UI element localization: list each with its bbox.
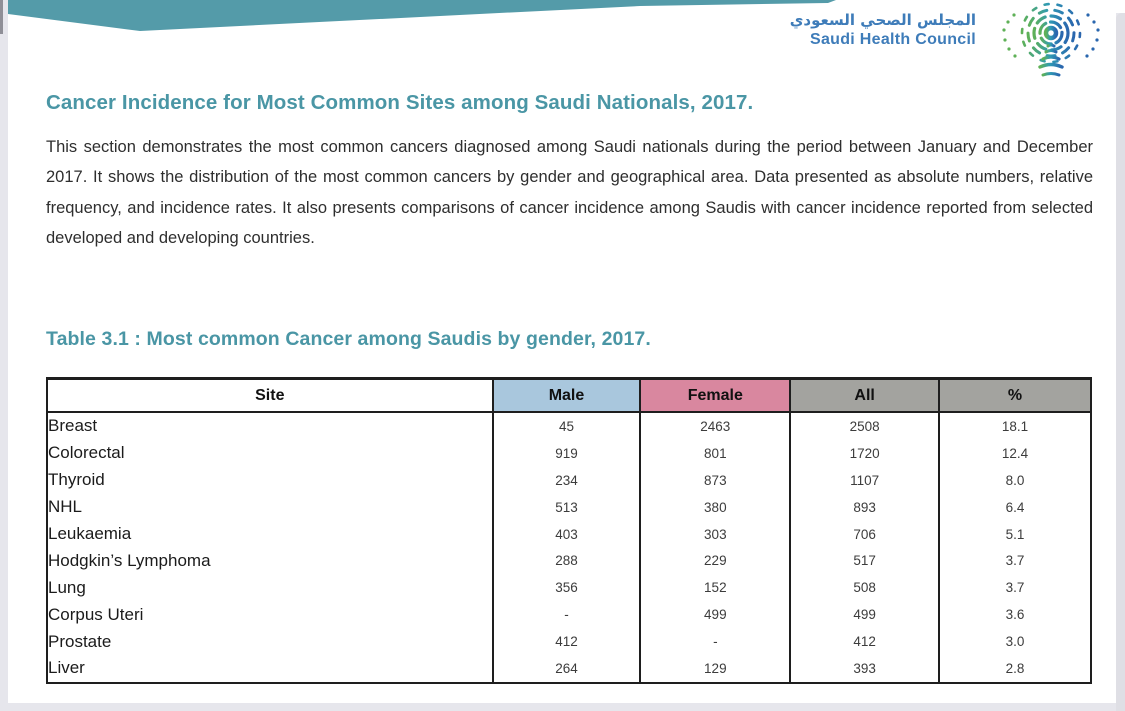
female-cell: 129 — [639, 655, 792, 683]
percent-cell: 3.7 — [938, 574, 1092, 602]
all-cell: 706 — [789, 520, 941, 548]
percent-cell: 3.0 — [938, 628, 1092, 656]
male-cell: 45 — [491, 412, 642, 440]
table-row: Hodgkin’s Lymphoma 288 229 517 3.7 — [46, 547, 1092, 575]
section-heading: Cancer Incidence for Most Common Sites a… — [46, 91, 754, 114]
all-cell: 1720 — [789, 439, 941, 467]
site-cell: Lung — [46, 574, 494, 602]
site-cell: Colorectal — [46, 439, 494, 467]
site-cell: Corpus Uteri — [46, 601, 494, 629]
male-cell: 919 — [491, 439, 642, 467]
all-cell: 508 — [789, 574, 941, 602]
percent-cell: 12.4 — [938, 439, 1092, 467]
table-body: Breast 45 2463 2508 18.1 Colorectal 919 801 1720… — [46, 412, 1092, 683]
male-cell: 234 — [491, 466, 642, 494]
table-row: Corpus Uteri -499 499 3.6 — [46, 601, 1092, 629]
logo-arabic-name: المجلس الصحي السعودي — [789, 11, 976, 29]
table-header: Site Male Female All % — [46, 377, 1092, 413]
female-cell: 152 — [639, 574, 792, 602]
site-cell: Hodgkin’s Lymphoma — [46, 547, 494, 575]
all-cell: 1107 — [789, 466, 941, 494]
logo-english-name: Saudi Health Council — [809, 31, 976, 48]
all-cell: 2508 — [789, 412, 941, 440]
male-cell: 356 — [491, 574, 642, 602]
site-cell: Leukaemia — [46, 520, 494, 548]
table-row: Lung 356 152 508 3.7 — [46, 574, 1092, 602]
female-cell: 229 — [639, 547, 792, 575]
document-page: المجلس الصحي السعودي Saudi Health Counci… — [8, 0, 1116, 703]
all-cell: 893 — [789, 493, 941, 521]
teal-header-band — [8, 0, 836, 31]
cancer-incidence-table: Site Male Female All % Breast 45 2463 2508 1… — [46, 377, 1092, 684]
all-cell: 517 — [789, 547, 941, 575]
site-cell: Liver — [46, 655, 494, 683]
percent-cell: 2.8 — [938, 655, 1092, 683]
column-header-percent: % — [938, 377, 1092, 413]
male-cell: 412 — [491, 628, 642, 656]
page-right-edge — [1116, 13, 1125, 711]
saudi-health-council-logo-icon — [1002, 2, 1100, 77]
table-row: Leukaemia 403 303 706 5.1 — [46, 520, 1092, 548]
screen-edge-sliver — [0, 0, 3, 34]
female-cell: - — [639, 628, 792, 656]
female-cell: 873 — [639, 466, 792, 494]
table-title: Table 3.1 : Most common Cancer among Sau… — [46, 328, 651, 350]
column-header-all: All — [789, 377, 941, 413]
table-row: Prostate 412-412 3.0 — [46, 628, 1092, 656]
section-paragraph: This section demonstrates the most commo… — [46, 138, 1093, 248]
all-cell: 499 — [789, 601, 941, 629]
site-cell: Prostate — [46, 628, 494, 656]
male-cell: 288 — [491, 547, 642, 575]
percent-cell: 5.1 — [938, 520, 1092, 548]
percent-cell: 3.6 — [938, 601, 1092, 629]
site-cell: Thyroid — [46, 466, 494, 494]
female-cell: 801 — [639, 439, 792, 467]
male-cell: - — [491, 601, 642, 629]
column-header-male: Male — [491, 377, 642, 413]
percent-cell: 6.4 — [938, 493, 1092, 521]
page-top-right-gap — [1116, 0, 1125, 13]
male-cell: 403 — [491, 520, 642, 548]
site-cell: NHL — [46, 493, 494, 521]
table-row: Breast 45 2463 2508 18.1 — [46, 412, 1092, 440]
column-header-female: Female — [639, 377, 792, 413]
column-header-site: Site — [46, 377, 494, 413]
male-cell: 264 — [491, 655, 642, 683]
female-cell: 380 — [639, 493, 792, 521]
percent-cell: 8.0 — [938, 466, 1092, 494]
male-cell: 513 — [491, 493, 642, 521]
female-cell: 499 — [639, 601, 792, 629]
female-cell: 2463 — [639, 412, 792, 440]
percent-cell: 18.1 — [938, 412, 1092, 440]
table-row: Liver 264 129 393 2.8 — [46, 655, 1092, 683]
table-row: Colorectal 919 801 1720 12.4 — [46, 439, 1092, 467]
percent-cell: 3.7 — [938, 547, 1092, 575]
table-row: Thyroid 234 873 1107 8.0 — [46, 466, 1092, 494]
table-row: NHL 513 380 893 6.4 — [46, 493, 1092, 521]
table-header-row: Site Male Female All % — [46, 377, 1092, 413]
saudi-health-council-logo-text: المجلس الصحي السعودي Saudi Health Counci… — [790, 11, 976, 50]
site-cell: Breast — [46, 412, 494, 440]
female-cell: 303 — [639, 520, 792, 548]
all-cell: 393 — [789, 655, 941, 683]
all-cell: 412 — [789, 628, 941, 656]
